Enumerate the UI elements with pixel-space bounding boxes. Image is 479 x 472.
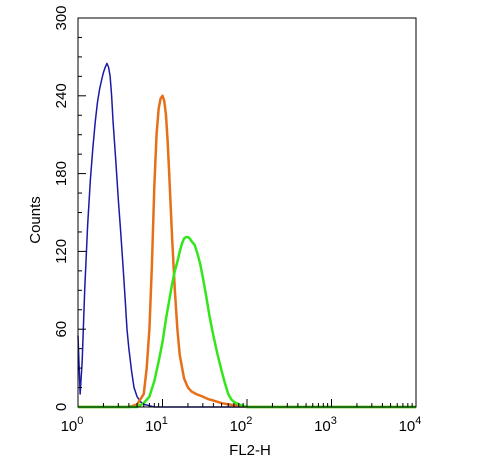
y-tick-label: 240 — [53, 83, 70, 108]
x-tick-label: 104 — [399, 415, 422, 435]
y-axis-title: Counts — [27, 196, 44, 244]
series-line-1 — [77, 62, 416, 408]
y-tick-label: 0 — [53, 403, 70, 411]
x-axis-title: FL2-H — [229, 442, 271, 459]
y-tick-label: 180 — [53, 161, 70, 186]
y-tick-label: 60 — [53, 321, 70, 338]
series-line-2 — [78, 94, 416, 409]
x-tick-label: 103 — [314, 415, 337, 435]
x-tick-label: 102 — [230, 415, 253, 435]
x-tick-label: 100 — [61, 415, 84, 435]
series-line-3 — [78, 235, 416, 409]
x-tick-label: 101 — [145, 415, 168, 435]
ticks-layer: 100 101 102 103 104 0 60 120 180 240 300 — [53, 5, 421, 435]
y-tick-label: 300 — [53, 5, 70, 30]
series-layer — [77, 62, 416, 409]
labels-layer: Counts FL2-H — [27, 196, 271, 459]
y-tick-label: 120 — [53, 239, 70, 264]
